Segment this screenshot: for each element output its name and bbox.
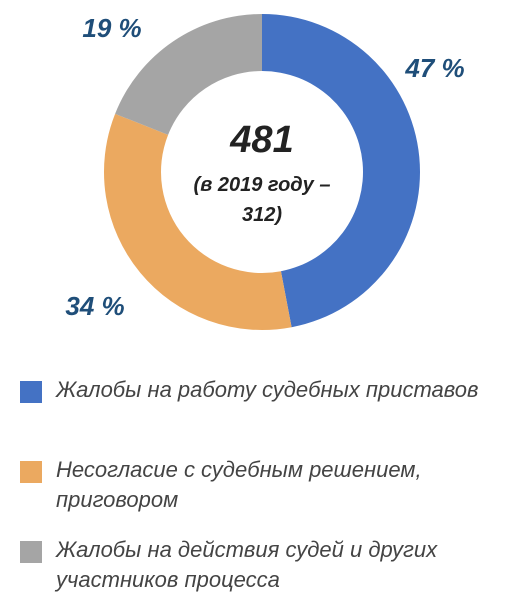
legend-item: Жалобы на работу судебных приставов: [20, 375, 500, 455]
legend-label: Несогласие с судебным решением, приговор…: [56, 457, 422, 512]
legend-label: Жалобы на действия судей и других участн…: [56, 537, 438, 592]
legend-item: Несогласие с судебным решением, приговор…: [20, 455, 500, 535]
value-label: 34 %: [65, 291, 124, 321]
legend-item: Жалобы на действия судей и других участн…: [20, 535, 500, 615]
center-label: 481 (в 2019 году – 312): [187, 118, 337, 230]
center-total: 481: [230, 119, 294, 161]
pie-slice: [103, 113, 292, 330]
legend-swatch: [20, 541, 42, 563]
legend: Жалобы на работу судебных приставов Несог…: [20, 375, 500, 615]
center-note: (в 2019 году – 312): [193, 174, 331, 226]
legend-swatch: [20, 461, 42, 483]
value-label: 19 %: [82, 13, 141, 43]
legend-swatch: [20, 381, 42, 403]
value-label: 47 %: [404, 53, 464, 83]
pie-slice: [262, 14, 421, 328]
chart: 47 % 34 % 19 %: [65, 13, 465, 330]
page: 47 % 34 % 19 % 481 (в 2019 году – 312) Жал…: [20, 12, 479, 592]
legend-label: Жалобы на работу судебных приставов: [56, 377, 479, 402]
pie-slice: [115, 14, 263, 135]
